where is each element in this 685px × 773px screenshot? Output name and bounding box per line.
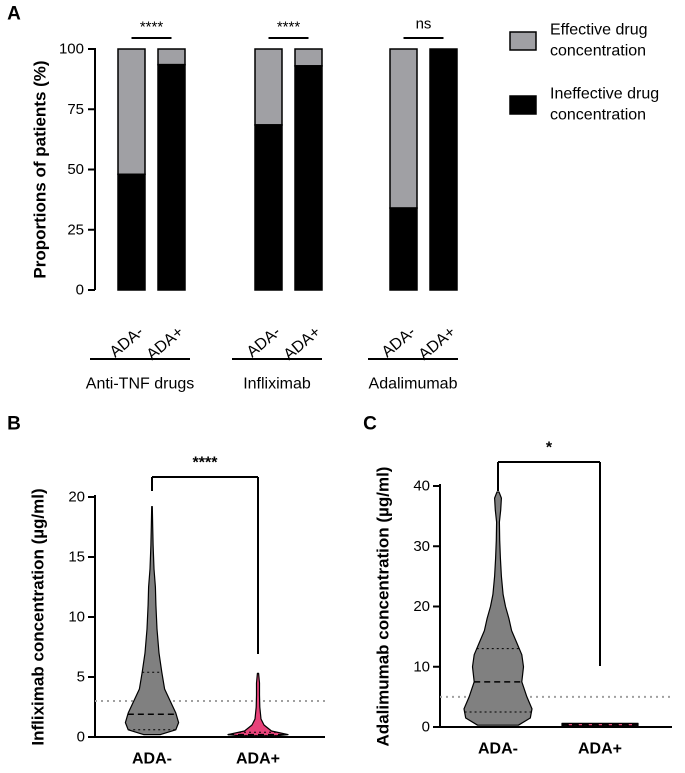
y-tick-label: 0: [77, 729, 85, 746]
legend-label-line1: Ineffective drug: [550, 86, 659, 103]
bar-effective: [389, 48, 418, 209]
y-tick-label-a: 50: [67, 161, 84, 178]
significance-label-a: ****: [140, 19, 164, 36]
x-category-label-a: ADA+: [416, 323, 459, 363]
x-category-label-a: ADA-: [379, 323, 419, 361]
legend-label-line2: concentration: [550, 107, 646, 124]
y-tick-label: 10: [413, 658, 430, 675]
panel-label-a: A: [7, 4, 21, 25]
bar-effective: [157, 48, 186, 66]
x-category-label: ADA-: [478, 741, 518, 758]
violin-shape: [463, 491, 533, 726]
y-tick-label: 20: [68, 489, 85, 506]
x-category-label: ADA+: [236, 751, 280, 768]
bar-ineffective: [389, 207, 418, 291]
group-label-a: Anti-TNF drugs: [86, 376, 194, 393]
x-category-label: ADA-: [132, 751, 172, 768]
legend-label-line2: concentration: [550, 43, 646, 60]
y-axis-label: Infliximab concentration (µg/ml): [29, 488, 48, 745]
y-tick-label-a: 100: [59, 41, 84, 58]
y-tick-label: 10: [68, 609, 85, 626]
x-category-label-a: ADA-: [107, 323, 147, 361]
group-label-a: Infliximab: [243, 376, 311, 393]
bar-effective: [294, 48, 323, 67]
y-tick-label-a: 0: [76, 282, 84, 299]
bar-effective: [117, 48, 146, 176]
significance-label-a: ns: [416, 16, 432, 33]
bar-effective: [254, 48, 283, 126]
panel-label: C: [363, 414, 377, 435]
group-label-a: Adalimumab: [369, 376, 458, 393]
y-tick-label: 20: [413, 598, 430, 615]
y-tick-label-a: 75: [67, 101, 84, 118]
bar-ineffective: [294, 65, 323, 291]
legend-swatch: [509, 95, 537, 115]
x-category-label-a: ADA+: [281, 323, 324, 363]
legend-label-line1: Effective drug: [550, 22, 648, 39]
violin-shape: [124, 506, 180, 736]
y-tick-label: 40: [413, 478, 430, 495]
y-axis-label: Adalimumab concentration (µg/ml): [374, 467, 393, 747]
significance-label: *: [546, 440, 553, 457]
x-category-label-a: ADA-: [244, 323, 284, 361]
y-tick-label: 30: [413, 538, 430, 555]
significance-label: ****: [193, 455, 219, 472]
panel-label: B: [7, 414, 21, 435]
bar-ineffective: [429, 48, 458, 291]
legend-swatch: [509, 31, 537, 51]
x-category-label: ADA+: [578, 741, 622, 758]
y-tick-label-a: 25: [67, 221, 84, 238]
x-category-label-a: ADA+: [144, 323, 187, 363]
bar-ineffective: [157, 63, 186, 291]
bar-ineffective: [254, 124, 283, 291]
violin-shape: [227, 672, 289, 737]
y-tick-label: 15: [68, 549, 85, 566]
y-tick-label: 5: [77, 669, 85, 686]
bar-ineffective: [117, 173, 146, 291]
y-axis-label-a: Proportions of patients (%): [31, 60, 50, 278]
y-tick-label: 0: [422, 719, 430, 736]
significance-label-a: ****: [277, 19, 301, 36]
